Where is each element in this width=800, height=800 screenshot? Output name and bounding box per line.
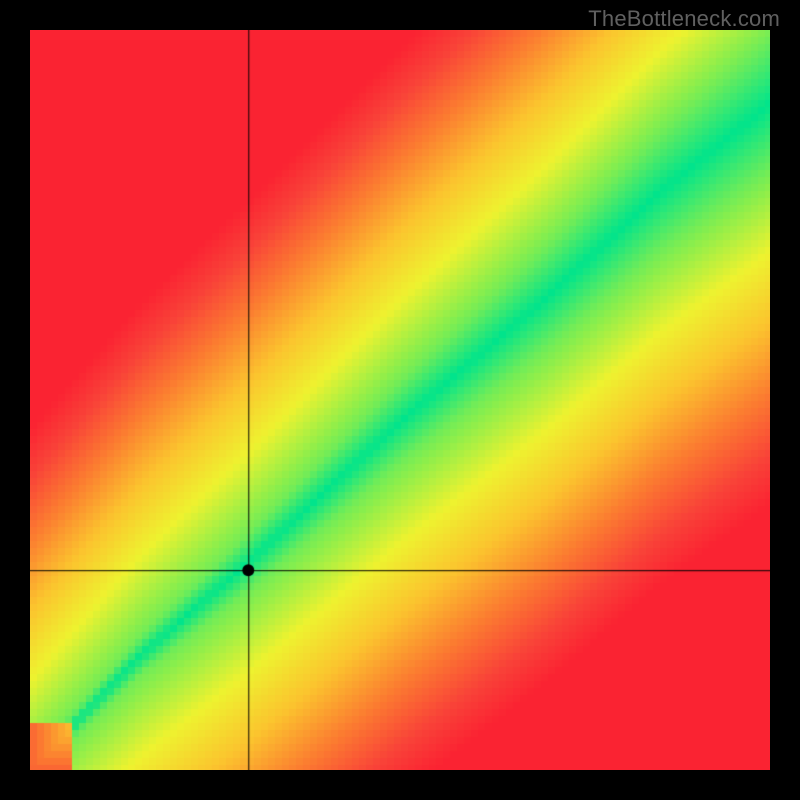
chart-container: TheBottleneck.com [0, 0, 800, 800]
bottleneck-heatmap [30, 30, 770, 770]
watermark-text: TheBottleneck.com [588, 6, 780, 32]
